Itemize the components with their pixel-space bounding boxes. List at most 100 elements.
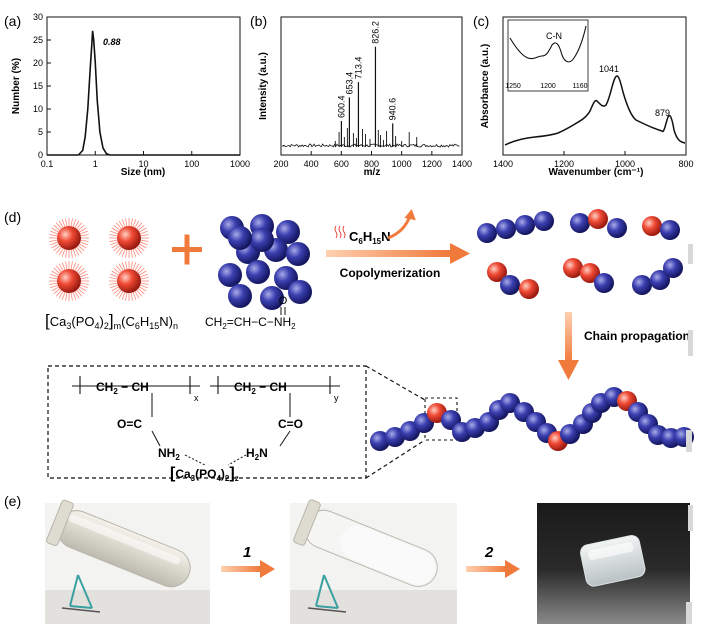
ms-baseline [282,143,460,148]
chain-propagation-arrow [558,312,579,380]
blue-sphere [218,263,242,287]
plot-a-ylabel: Number (%) [11,58,22,114]
ytick-label: 15 [33,81,43,91]
oligomer [477,211,554,243]
xtick-label: 1200 [422,159,442,169]
copolymerization-label: Copolymerization [340,266,441,280]
carbonyl-right: C=O [278,417,303,431]
plot-c-xlabel: Wavenumber (cm⁻¹) [549,167,644,178]
plot-a-xlabel: Size (nm) [121,167,165,178]
red-sphere [588,209,608,229]
plot-a-frame [46,16,241,156]
structure-inset-box [47,365,367,479]
blue-sphere [534,211,554,231]
xtick-label: 10 [138,159,148,169]
ytick-label: 30 [33,12,43,22]
xtick-label: 800 [678,159,693,169]
plot-c-xticks: 1400 1200 1000 800 [493,151,694,169]
inset-xtick-label: 1160 [572,83,587,90]
peak-label-879: 879 [655,108,670,118]
red-sphere [117,269,141,293]
xtick-label: 1400 [493,159,513,169]
blue-sphere [228,226,252,250]
oligomer [487,262,539,299]
ytick-label: 5 [38,127,43,137]
blue-sphere [496,219,516,239]
photo-hydrogel-block [537,503,690,624]
xtick-label: 0.1 [41,159,54,169]
xtick-label: 1000 [615,159,635,169]
inset-curve [509,25,587,63]
red-sphere [487,262,507,282]
ms-peak-label: 713.4 [353,57,363,80]
step-1-label: 1 [243,544,251,561]
xtick-label: 600 [334,159,349,169]
blue-sphere [276,220,300,244]
blue-sphere [385,427,405,447]
subscript-x: x [194,393,199,403]
red-sphere [580,263,600,283]
ftir-spectrum [504,75,686,146]
inset-xticks: 1250 1200 1160 [505,83,587,90]
panel-e: (e) 1 [4,493,690,624]
blue-sphere [570,213,590,233]
panel-d: (d) [Ca3(PO4)2]m(C6H15N)n O CH2=CH−C−NH2… [4,208,694,483]
blue-sphere [500,275,520,295]
chain-propagation-label: Chain propagation [584,329,690,343]
blue-sphere [260,286,284,310]
ms-peak-label: 600.4 [336,96,346,119]
nanoparticle-cluster [49,218,149,301]
monomer-oxygen: O [279,295,288,307]
size-distribution-curve [47,30,240,156]
blue-sphere [250,228,274,252]
ms-peak-label: 653.4 [344,72,354,95]
xtick-label: 1200 [554,159,574,169]
red-sphere [642,216,662,236]
panel-b: (b) 200 400 600 800 1000 1200 1400 600.4653.47… [250,13,472,178]
blue-sphere [477,223,497,243]
panel-d-label: (d) [4,209,21,225]
xtick-label: 400 [304,159,319,169]
oligomer [642,216,680,240]
step-arrow-1: 1 [221,544,275,578]
plot-b-xlabel: m/z [364,167,381,178]
spiky-nanoparticle [49,261,89,301]
spiky-nanoparticle [109,218,149,258]
acrylamide-formula: CH2=CH−C−NH2 [205,315,296,331]
red-sphere [117,226,141,250]
panel-b-label: (b) [250,13,267,29]
copolymerization-arrow [326,243,470,264]
panel-c-label: (c) [473,13,489,29]
xtick-label: 1000 [230,159,250,169]
ytick-label: 25 [33,35,43,45]
blue-sphere [286,242,310,266]
svg-text:H2N: H2N [246,446,268,462]
subscript-y: y [334,393,339,403]
blue-sphere [607,218,627,238]
blue-sphere [663,258,683,278]
peak-label-1041: 1041 [599,64,619,74]
plot-c-frame [502,16,687,156]
xtick-label: 1400 [452,159,472,169]
red-sphere [57,226,81,250]
inset-xtick-label: 1200 [540,83,556,90]
panel-a-label: (a) [4,13,21,29]
spiky-nanoparticle [49,218,89,258]
blue-sphere [228,284,252,308]
step-2-label: 2 [484,544,494,561]
ytick-label: 0 [38,150,43,160]
panel-a: (a) 0 5 10 15 20 25 30 0.1 1 10 100 1000 0.88 Size… [4,12,250,178]
carbonyl-left: O=C [117,417,142,431]
watermark [686,244,693,624]
reagent-text: C6H15N [349,229,391,246]
ms-peak-label: 940.6 [388,98,398,121]
blue-sphere [370,431,390,451]
svg-text:NH2: NH2 [158,446,180,462]
red-sphere [563,258,583,278]
plot-a-yticks: 0 5 10 15 20 25 30 [33,12,51,160]
blue-sphere [515,215,535,235]
polymer-chain [370,387,694,451]
plot-c-ylabel: Absorbance (a.u.) [480,44,491,128]
